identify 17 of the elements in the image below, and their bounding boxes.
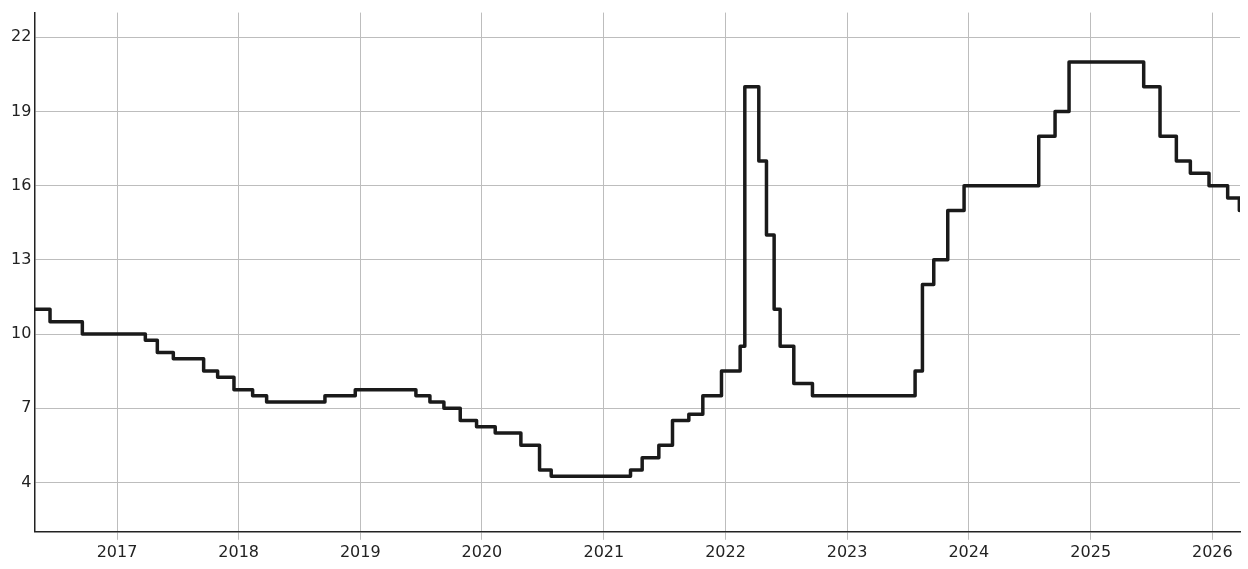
- y-tick-label: 16: [11, 174, 32, 194]
- x-tick-label: 2025: [1070, 541, 1112, 561]
- x-tick-label: 2026: [1191, 541, 1233, 561]
- y-tick-label: 22: [11, 26, 32, 46]
- y-tick-label: 4: [21, 471, 32, 491]
- y-tick-label: 7: [21, 397, 32, 417]
- x-tick-label: 2021: [583, 541, 625, 561]
- y-tick-label: 13: [11, 248, 32, 268]
- x-tick-label: 2024: [948, 541, 990, 561]
- y-tick-label: 19: [11, 100, 32, 120]
- x-tick-label: 2022: [705, 541, 746, 561]
- y-tick-label: 10: [11, 323, 32, 343]
- x-tick-label: 2018: [218, 541, 259, 561]
- x-tick-label: 2017: [96, 541, 138, 561]
- x-tick-label: 2019: [339, 541, 381, 561]
- x-tick-label: 2020: [461, 541, 503, 561]
- x-tick-label: 2023: [826, 541, 868, 561]
